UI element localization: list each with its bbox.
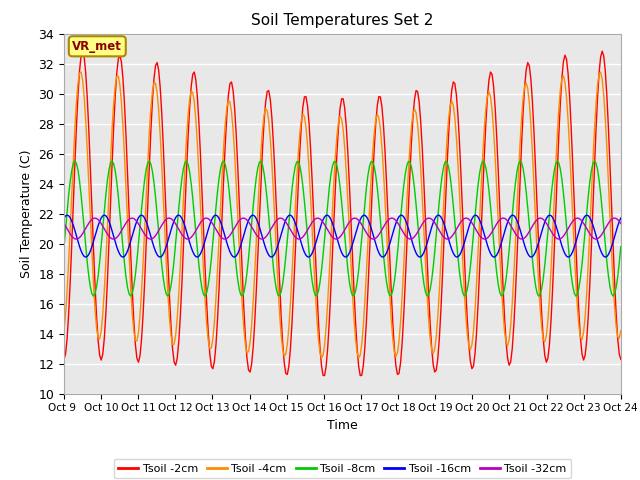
- Tsoil -16cm: [589, 222, 596, 228]
- X-axis label: Time: Time: [327, 419, 358, 432]
- Tsoil -8cm: [589, 161, 596, 167]
- Tsoil -32cm: [586, 231, 594, 237]
- Tsoil -8cm: [131, 272, 139, 278]
- Tsoil -32cm: [611, 215, 618, 221]
- Tsoil -2cm: [246, 369, 254, 375]
- Tsoil -8cm: [617, 244, 625, 250]
- Tsoil -16cm: [131, 222, 139, 228]
- Tsoil -4cm: [355, 355, 362, 361]
- Title: Soil Temperatures Set 2: Soil Temperatures Set 2: [252, 13, 433, 28]
- Tsoil -4cm: [596, 69, 604, 75]
- Tsoil -2cm: [79, 48, 86, 54]
- Line: Tsoil -32cm: Tsoil -32cm: [64, 218, 621, 239]
- Tsoil -16cm: [82, 254, 90, 260]
- Tsoil -2cm: [228, 79, 236, 85]
- Line: Tsoil -4cm: Tsoil -4cm: [64, 72, 621, 358]
- Tsoil -16cm: [257, 229, 265, 235]
- Tsoil -4cm: [244, 348, 252, 354]
- Tsoil -4cm: [60, 328, 68, 334]
- Tsoil -8cm: [229, 230, 237, 236]
- Tsoil -16cm: [248, 213, 255, 218]
- Tsoil -4cm: [303, 142, 311, 148]
- Tsoil -32cm: [60, 221, 68, 227]
- Legend: Tsoil -2cm, Tsoil -4cm, Tsoil -8cm, Tsoil -16cm, Tsoil -32cm: Tsoil -2cm, Tsoil -4cm, Tsoil -8cm, Tsoi…: [114, 459, 571, 478]
- Tsoil -2cm: [589, 205, 596, 211]
- Text: VR_met: VR_met: [72, 40, 122, 53]
- Tsoil -4cm: [226, 99, 234, 105]
- Tsoil -2cm: [321, 373, 328, 379]
- Tsoil -8cm: [248, 220, 255, 226]
- Tsoil -32cm: [129, 215, 136, 221]
- Tsoil -8cm: [307, 265, 314, 271]
- Line: Tsoil -8cm: Tsoil -8cm: [64, 161, 621, 296]
- Tsoil -2cm: [617, 357, 625, 362]
- Tsoil -16cm: [229, 254, 237, 260]
- Tsoil -8cm: [60, 244, 68, 250]
- Tsoil -8cm: [257, 158, 265, 164]
- Tsoil -16cm: [617, 215, 625, 221]
- Tsoil -32cm: [303, 227, 311, 233]
- Tsoil -2cm: [60, 357, 68, 362]
- Tsoil -16cm: [100, 212, 108, 218]
- Tsoil -4cm: [588, 193, 595, 199]
- Tsoil -32cm: [617, 221, 625, 227]
- Tsoil -2cm: [255, 215, 263, 220]
- Tsoil -2cm: [305, 120, 313, 126]
- Tsoil -4cm: [254, 205, 262, 211]
- Tsoil -16cm: [307, 253, 314, 259]
- Tsoil -32cm: [592, 236, 600, 242]
- Tsoil -8cm: [90, 293, 97, 299]
- Tsoil -4cm: [617, 328, 625, 334]
- Tsoil -2cm: [130, 318, 138, 324]
- Tsoil -8cm: [71, 158, 79, 164]
- Tsoil -32cm: [254, 234, 262, 240]
- Line: Tsoil -2cm: Tsoil -2cm: [64, 51, 621, 376]
- Tsoil -16cm: [60, 215, 68, 221]
- Line: Tsoil -16cm: Tsoil -16cm: [64, 215, 621, 257]
- Tsoil -32cm: [244, 219, 252, 225]
- Tsoil -4cm: [129, 311, 136, 316]
- Y-axis label: Soil Temperature (C): Soil Temperature (C): [20, 149, 33, 278]
- Tsoil -32cm: [226, 232, 234, 238]
